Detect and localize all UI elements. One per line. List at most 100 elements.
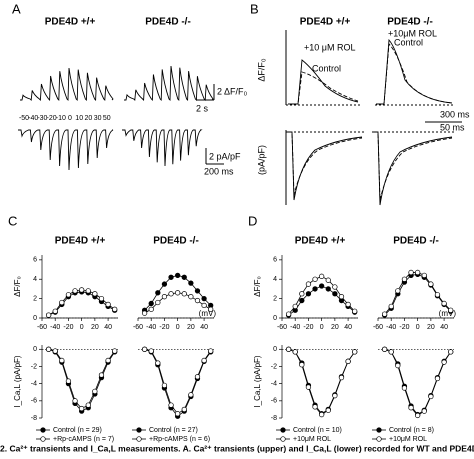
data-point — [319, 273, 325, 279]
data-point — [65, 292, 72, 298]
data-point — [319, 283, 325, 289]
x-tick-label: -20 — [63, 324, 73, 331]
x-tick-label: -20 — [159, 324, 169, 331]
x-tick-label: -60 — [133, 324, 143, 331]
data-point — [325, 277, 331, 283]
data-point — [194, 374, 201, 380]
data-point — [312, 404, 318, 410]
data-point — [428, 281, 434, 287]
legend-text: +10 μM ROL — [304, 42, 355, 52]
traces-b — [285, 30, 455, 206]
series-line — [48, 291, 115, 316]
x-tick-label: 20 — [427, 324, 435, 331]
legend-text: +10μM ROL — [389, 436, 427, 443]
data-point — [345, 301, 351, 308]
data-point — [345, 358, 351, 364]
data-point — [161, 382, 168, 389]
scale-label: 2 ΔF/F₀ — [217, 86, 248, 96]
data-point — [59, 299, 65, 306]
panel-header: PDE4D +/+ — [45, 17, 96, 28]
caption: 2. Ca²⁺ transients and I_Ca,L measuremen… — [0, 443, 474, 453]
chart-title: PDE4D -/- — [153, 236, 199, 247]
series-line — [288, 275, 355, 315]
x-tick-label: 40 — [200, 324, 208, 331]
panel-header: PDE4D +/+ — [300, 17, 351, 28]
data-point — [155, 299, 161, 306]
data-point — [112, 348, 118, 354]
data-point — [98, 295, 105, 302]
data-point — [175, 272, 181, 279]
panel-label: B — [250, 1, 259, 16]
data-point — [161, 281, 168, 287]
data-point — [352, 308, 358, 314]
x-label: (mV) — [439, 309, 457, 318]
data-point — [415, 269, 421, 276]
legend-marker — [280, 427, 286, 433]
current-trace — [122, 129, 203, 167]
y-label: I_Ca,L (pA/pF) — [13, 355, 22, 408]
y-tick-label: -4 — [31, 380, 37, 387]
y-label: ΔF/F₀ — [253, 276, 262, 297]
data-point — [312, 276, 318, 282]
data-point — [175, 290, 181, 296]
legend-marker — [40, 436, 46, 442]
data-point — [161, 294, 168, 300]
ca-trace — [288, 59, 359, 105]
data-point — [299, 362, 305, 368]
y-tick-label: 4 — [273, 276, 277, 283]
data-point — [408, 405, 414, 411]
data-point — [148, 300, 154, 307]
x-tick-label: -40 — [146, 324, 156, 331]
legend-text: Control (n = 10) — [293, 427, 342, 434]
x-label: (mV) — [199, 309, 217, 318]
voltage-label: 20 — [85, 115, 93, 122]
scale-label: 300 ms — [440, 109, 470, 119]
data-point — [401, 276, 408, 282]
data-point — [148, 306, 154, 312]
data-point — [105, 301, 111, 308]
legend-marker — [40, 427, 46, 433]
legend-marker — [376, 427, 382, 433]
data-point — [72, 398, 78, 404]
scale-label: 2 s — [196, 103, 209, 113]
x-tick-label: 20 — [331, 324, 339, 331]
current-trace — [288, 131, 363, 196]
data-point — [188, 280, 194, 286]
data-point — [155, 290, 161, 296]
voltage-label: 30 — [94, 115, 102, 122]
voltage-label: -40 — [28, 115, 38, 122]
data-point — [332, 291, 338, 297]
y-tick-label: -8 — [271, 415, 277, 422]
y-tick-label: 6 — [33, 257, 37, 264]
x-tick-label: -60 — [37, 324, 47, 331]
ca-trace — [376, 42, 453, 105]
legend-text: Control — [312, 63, 341, 73]
legend-text: +10μM ROL — [388, 28, 437, 38]
x-tick-label: 20 — [91, 324, 99, 331]
data-point — [299, 291, 305, 297]
x-tick-label: 0 — [416, 324, 420, 331]
data-point — [168, 291, 174, 297]
data-point — [181, 406, 187, 413]
data-point — [332, 393, 338, 399]
data-point — [421, 272, 427, 279]
data-point — [312, 286, 318, 292]
y-label: ΔF/F₀ — [13, 276, 22, 297]
legend-marker — [280, 436, 286, 442]
data-point — [319, 411, 325, 418]
panel-label: C — [8, 213, 17, 228]
data-point — [292, 349, 298, 355]
x-tick-label: -40 — [386, 324, 396, 331]
x-tick-label: -40 — [290, 324, 300, 331]
y-tick-label: 0 — [33, 315, 37, 322]
data-point — [85, 402, 91, 408]
data-point — [299, 297, 305, 304]
data-point — [175, 411, 181, 417]
chart-title: PDE4D +/+ — [295, 236, 346, 247]
data-point — [85, 288, 91, 294]
data-point — [381, 346, 388, 352]
data-point — [305, 281, 312, 287]
data-point — [325, 286, 331, 292]
legend-text: +Rp-cAMPS (n = 6) — [149, 436, 210, 443]
